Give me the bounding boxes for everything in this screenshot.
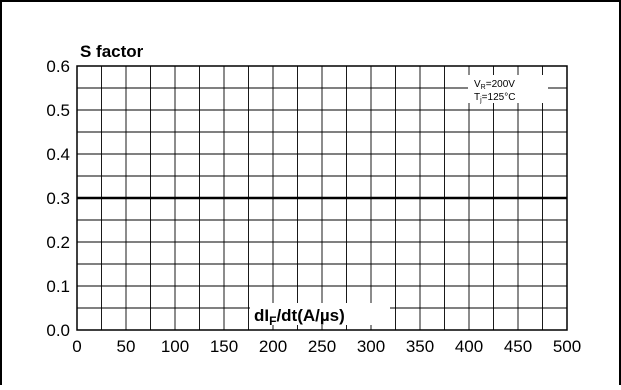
x-axis-title-main: dI — [254, 306, 269, 325]
x-tick-label: 400 — [455, 337, 483, 356]
x-tick-labels: 0 50 100 150 200 250 300 350 400 450 500 — [72, 337, 581, 356]
x-tick-label: 350 — [406, 337, 434, 356]
condition-vr-subscript: R — [481, 84, 486, 91]
x-tick-label: 150 — [210, 337, 238, 356]
x-axis-title: dIF/dt(A/µs) — [254, 306, 345, 328]
y-tick-labels: 0.0 0.1 0.2 0.3 0.4 0.5 0.6 — [46, 57, 70, 340]
x-tick-label: 200 — [259, 337, 287, 356]
x-tick-label: 300 — [357, 337, 385, 356]
y-tick-label: 0.3 — [46, 189, 70, 208]
plot-area-border — [76, 65, 568, 331]
condition-tj-rest: =125°C — [482, 92, 516, 103]
condition-tj-subscript: j — [479, 97, 482, 104]
x-tick-label: 100 — [161, 337, 189, 356]
y-tick-label: 0.1 — [46, 277, 70, 296]
condition-tj: Tj=125°C — [474, 92, 515, 104]
condition-tj-main: T — [474, 92, 480, 103]
conditions-box-background — [468, 75, 548, 103]
x-axis-title-background — [250, 303, 390, 325]
condition-vr-main: V — [474, 79, 481, 90]
y-tick-label: 0.6 — [46, 57, 70, 76]
x-tick-label: 250 — [308, 337, 336, 356]
y-tick-label: 0.5 — [46, 101, 70, 120]
y-tick-label: 0.0 — [46, 321, 70, 340]
x-tick-label: 450 — [504, 337, 532, 356]
x-tick-label: 50 — [117, 337, 136, 356]
y-axis-title: S factor — [80, 42, 144, 61]
x-axis-title-rest: /dt(A/µs) — [276, 306, 344, 325]
condition-vr-rest: =200V — [486, 79, 516, 90]
x-axis-title-subscript: F — [269, 314, 276, 328]
x-tick-label: 500 — [553, 337, 581, 356]
x-tick-label: 0 — [72, 337, 81, 356]
y-tick-label: 0.4 — [46, 145, 70, 164]
condition-vr: VR=200V — [474, 79, 515, 91]
y-tick-label: 0.2 — [46, 233, 70, 252]
